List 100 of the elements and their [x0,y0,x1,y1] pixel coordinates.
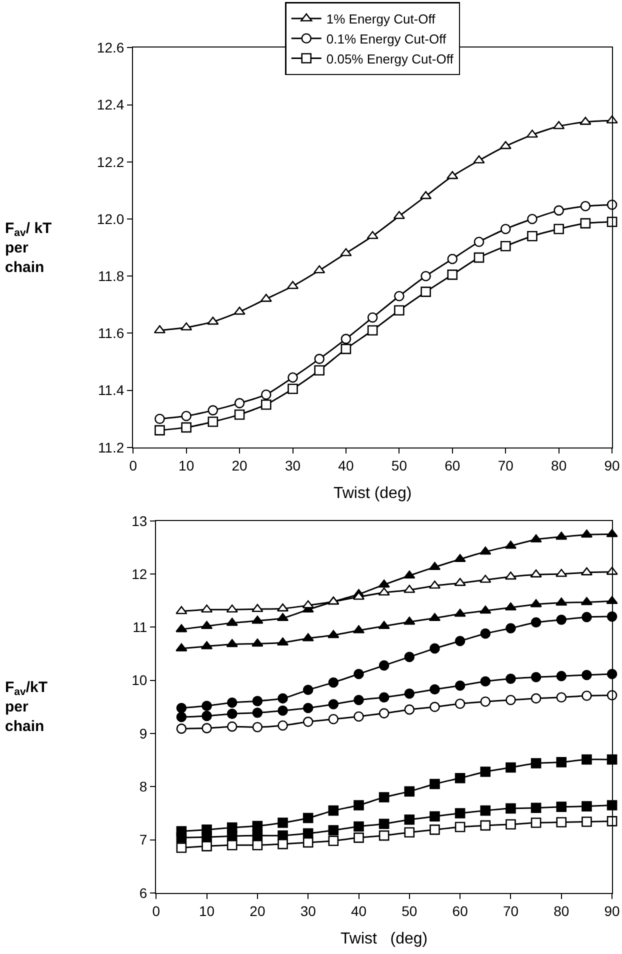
point [252,830,263,841]
point [314,365,325,376]
point [252,616,264,624]
point [202,832,212,842]
point [278,838,288,850]
point [556,670,567,682]
point [530,599,542,608]
point [366,230,378,240]
point [420,270,431,282]
point [430,778,440,790]
point [582,816,592,827]
point [176,624,188,632]
point [302,633,314,642]
y-tick-label: 12.4 [96,96,124,113]
y-tick-label: 9 [139,725,148,742]
point [226,639,238,648]
point [302,716,314,727]
point [530,672,542,682]
point [354,668,364,680]
point [556,692,567,702]
point [454,698,466,709]
point [556,614,567,625]
point [176,832,187,843]
point [226,708,238,719]
point [404,616,416,625]
y-tick-label: 6 [139,884,148,901]
point [176,643,188,652]
point [480,606,492,614]
point [428,562,441,570]
point [506,623,516,634]
y-axis-title: F$_{av}$/ kT per chain [5,220,52,276]
x-axis-title: Twist (deg) [333,485,412,502]
point [252,696,263,706]
point [378,830,390,841]
x-tick-label: 90 [604,457,620,474]
point [261,389,272,400]
point [554,224,564,234]
point [454,772,466,784]
point [404,786,415,797]
point [202,841,212,852]
point [328,836,339,846]
point [200,604,213,613]
point [500,240,511,252]
point [340,248,352,256]
point [328,630,340,638]
point [556,802,567,812]
x-tick-label: 20 [232,457,248,474]
point [202,723,212,734]
point [302,812,314,824]
point [252,708,263,718]
point [354,821,364,832]
point [530,758,542,768]
point [208,416,218,427]
x-tick-label: 90 [604,902,620,919]
point [394,305,404,316]
point [181,410,192,422]
point [328,825,339,836]
y-tick-label: 8 [139,778,148,795]
point [527,230,538,242]
point [278,720,288,731]
point [404,704,415,715]
point [582,612,592,622]
point [278,693,288,704]
point [378,692,390,702]
point [530,693,542,704]
point [302,702,314,714]
point [314,265,326,274]
point [606,816,618,826]
point [556,598,568,606]
point [278,818,288,828]
legend-label: 0.1% Energy Cut-Off [326,31,446,46]
point [176,724,187,734]
point [580,218,591,228]
point [454,636,466,646]
point [234,398,245,408]
point [378,620,390,630]
point [454,608,466,617]
y-tick-label: 11.8 [98,268,124,284]
y-tick-label: 11.4 [98,382,124,398]
point [454,808,466,818]
x-tick-label: 80 [554,902,570,919]
point [556,817,567,828]
point [480,820,491,831]
x-axis-title: Twist (deg) [340,930,428,948]
point [506,803,516,814]
point [378,580,390,588]
point [328,677,339,688]
point [556,532,568,540]
x-tick-label: 70 [502,902,519,919]
point [454,680,466,691]
point [430,643,440,654]
point [404,814,415,825]
point [226,721,238,732]
point [582,670,592,680]
x-tick-label: 50 [402,902,418,919]
y-tick-label: 11 [132,619,148,636]
point [302,828,314,839]
point [582,690,592,701]
point [176,606,188,614]
point [404,584,416,593]
